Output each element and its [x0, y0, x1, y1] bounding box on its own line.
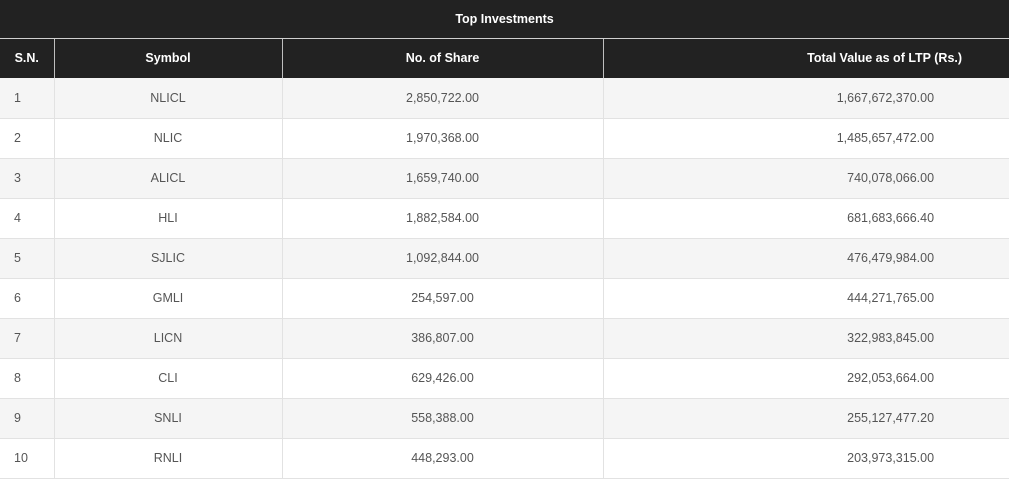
cell-total-value: 476,479,984.00	[602, 238, 1009, 279]
cell-sn: 7	[0, 318, 54, 359]
cell-symbol: NLICL	[53, 78, 282, 119]
cell-shares: 386,807.00	[281, 318, 603, 359]
table-row: 10 RNLI 448,293.00 203,973,315.00	[0, 438, 1009, 479]
table-row: 4 HLI 1,882,584.00 681,683,666.40	[0, 198, 1009, 239]
cell-symbol: HLI	[53, 198, 282, 239]
table-body: 1 NLICL 2,850,722.00 1,667,672,370.00 2 …	[0, 78, 1009, 479]
table-row: 1 NLICL 2,850,722.00 1,667,672,370.00	[0, 78, 1009, 119]
cell-total-value: 740,078,066.00	[602, 158, 1009, 199]
cell-sn: 9	[0, 398, 54, 439]
cell-shares: 448,293.00	[281, 438, 603, 479]
cell-shares: 254,597.00	[281, 278, 603, 319]
cell-symbol: GMLI	[53, 278, 282, 319]
cell-sn: 3	[0, 158, 54, 199]
cell-sn: 10	[0, 438, 54, 479]
table-row: 5 SJLIC 1,092,844.00 476,479,984.00	[0, 238, 1009, 279]
cell-total-value: 203,973,315.00	[602, 438, 1009, 479]
cell-symbol: RNLI	[53, 438, 282, 479]
cell-symbol: CLI	[53, 358, 282, 399]
table-row: 2 NLIC 1,970,368.00 1,485,657,472.00	[0, 118, 1009, 159]
cell-symbol: SNLI	[53, 398, 282, 439]
cell-total-value: 292,053,664.00	[602, 358, 1009, 399]
cell-shares: 1,092,844.00	[281, 238, 603, 279]
table-head: Top Investments S.N. Symbol No. of Share…	[0, 0, 1009, 78]
table-row: 6 GMLI 254,597.00 444,271,765.00	[0, 278, 1009, 319]
cell-total-value: 1,667,672,370.00	[602, 78, 1009, 119]
cell-total-value: 681,683,666.40	[602, 198, 1009, 239]
cell-sn: 6	[0, 278, 54, 319]
cell-total-value: 444,271,765.00	[602, 278, 1009, 319]
table-row: 9 SNLI 558,388.00 255,127,477.20	[0, 398, 1009, 439]
table-row: 3 ALICL 1,659,740.00 740,078,066.00	[0, 158, 1009, 199]
cell-shares: 1,659,740.00	[281, 158, 603, 199]
cell-sn: 8	[0, 358, 54, 399]
cell-shares: 1,882,584.00	[281, 198, 603, 239]
column-header-total-value: Total Value as of LTP (Rs.)	[602, 38, 1009, 78]
cell-symbol: NLIC	[53, 118, 282, 159]
cell-symbol: ALICL	[53, 158, 282, 199]
cell-total-value: 1,485,657,472.00	[602, 118, 1009, 159]
cell-shares: 1,970,368.00	[281, 118, 603, 159]
cell-shares: 558,388.00	[281, 398, 603, 439]
cell-symbol: LICN	[53, 318, 282, 359]
cell-sn: 1	[0, 78, 54, 119]
cell-total-value: 322,983,845.00	[602, 318, 1009, 359]
column-header-shares: No. of Share	[281, 38, 603, 78]
cell-sn: 4	[0, 198, 54, 239]
cell-shares: 629,426.00	[281, 358, 603, 399]
cell-total-value: 255,127,477.20	[602, 398, 1009, 439]
cell-shares: 2,850,722.00	[281, 78, 603, 119]
table-row: 8 CLI 629,426.00 292,053,664.00	[0, 358, 1009, 399]
cell-symbol: SJLIC	[53, 238, 282, 279]
cell-sn: 5	[0, 238, 54, 279]
column-header-sn: S.N.	[0, 38, 54, 78]
table-title-row: Top Investments	[0, 0, 1009, 39]
column-header-symbol: Symbol	[53, 38, 282, 78]
table-row: 7 LICN 386,807.00 322,983,845.00	[0, 318, 1009, 359]
cell-sn: 2	[0, 118, 54, 159]
table-header-row: S.N. Symbol No. of Share Total Value as …	[0, 38, 1009, 78]
table-title: Top Investments	[0, 0, 1009, 39]
